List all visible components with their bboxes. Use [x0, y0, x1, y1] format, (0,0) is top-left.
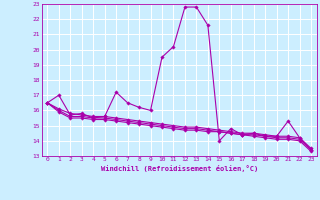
X-axis label: Windchill (Refroidissement éolien,°C): Windchill (Refroidissement éolien,°C)	[100, 165, 258, 172]
